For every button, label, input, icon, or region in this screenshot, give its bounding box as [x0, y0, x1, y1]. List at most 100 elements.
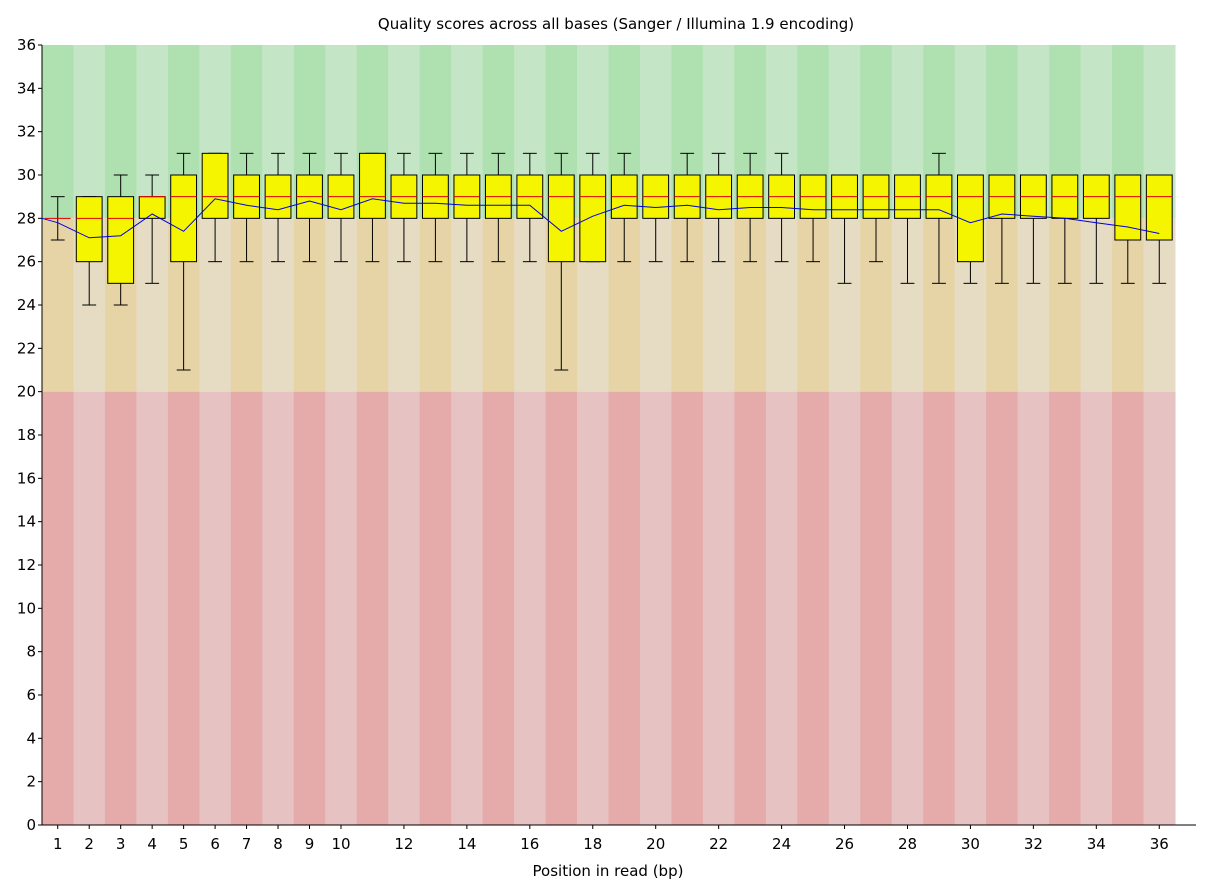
boxplot-position-8 [264, 152, 292, 263]
x-tick-label: 24 [772, 835, 791, 853]
iqr-box [107, 196, 135, 284]
x-tick-label: 28 [898, 835, 917, 853]
zone-poor-stripe [1080, 391, 1113, 825]
zone-poor-stripe [734, 391, 767, 825]
iqr-box [75, 196, 103, 263]
zone-poor-stripe [765, 391, 798, 825]
x-tick-label: 36 [1150, 835, 1169, 853]
x-tick-label: 10 [331, 835, 350, 853]
x-tick-label: 7 [242, 835, 252, 853]
boxplot-position-35 [1114, 174, 1142, 284]
y-tick-label: 2 [26, 773, 36, 791]
zone-poor-stripe [671, 391, 704, 825]
zone-poor-stripe [73, 391, 106, 825]
y-tick-label: 28 [17, 209, 36, 227]
iqr-box [579, 174, 607, 263]
zone-poor-stripe [1017, 391, 1050, 825]
x-tick-label: 3 [116, 835, 126, 853]
y-tick-label: 34 [17, 79, 36, 97]
zone-poor-stripe [136, 391, 169, 825]
x-tick-label: 12 [394, 835, 413, 853]
zone-good-stripe [42, 45, 74, 219]
y-tick-label: 8 [26, 643, 36, 661]
iqr-box [359, 152, 386, 219]
x-tick-label: 9 [305, 835, 315, 853]
boxplot-position-11 [359, 152, 386, 263]
y-tick-label: 32 [17, 123, 36, 141]
boxplot-position-3 [107, 174, 135, 306]
zone-poor-stripe [419, 391, 452, 825]
y-tick-label: 16 [17, 469, 36, 487]
boxplot-position-13 [421, 152, 449, 263]
boxplot-position-21 [673, 152, 701, 263]
boxplot-position-10 [327, 152, 355, 263]
chart-title: Quality scores across all bases (Sanger … [378, 15, 854, 33]
zone-poor-stripe [608, 391, 641, 825]
zone-poor-stripe [356, 391, 389, 825]
boxplot-position-7 [233, 152, 260, 263]
zone-poor-stripe [577, 391, 609, 825]
boxplot-position-31 [988, 174, 1016, 284]
zone-poor-stripe [1049, 391, 1082, 825]
zone-poor-stripe [451, 391, 484, 825]
y-tick-label: 36 [17, 36, 36, 54]
boxplot-position-9 [296, 152, 323, 263]
y-tick-label: 4 [26, 729, 36, 747]
zone-poor-stripe [545, 391, 578, 825]
x-tick-label: 6 [210, 835, 220, 853]
zone-good-stripe [73, 45, 106, 219]
boxplot-position-23 [736, 152, 764, 263]
boxplot-position-1 [44, 196, 71, 241]
boxplot-position-18 [579, 152, 607, 263]
boxplot-position-22 [705, 152, 733, 263]
x-tick-label: 16 [520, 835, 539, 853]
zone-poor-stripe [514, 391, 547, 825]
zone-poor-stripe [482, 391, 515, 825]
x-tick-label: 18 [583, 835, 602, 853]
boxplot-position-34 [1082, 174, 1110, 284]
x-tick-label: 26 [835, 835, 854, 853]
zone-poor-stripe [639, 391, 672, 825]
boxplot-position-14 [453, 152, 481, 263]
y-tick-label: 6 [26, 686, 36, 704]
mean-line [41, 198, 1160, 239]
boxplot-position-32 [1019, 174, 1047, 284]
zone-poor-stripe [262, 391, 295, 825]
y-tick-label: 12 [17, 556, 36, 574]
boxplot-position-29 [925, 152, 953, 284]
zone-poor-stripe [954, 391, 987, 825]
x-tick-label: 8 [273, 835, 283, 853]
y-tick-label: 30 [17, 166, 36, 184]
boxplot-position-2 [75, 196, 103, 306]
boxplot-position-26 [831, 174, 858, 284]
boxplot-position-4 [138, 174, 166, 284]
zone-poor-stripe [797, 391, 830, 825]
boxplot-position-15 [484, 152, 512, 263]
zone-poor-stripe [167, 391, 200, 825]
iqr-box [1145, 174, 1173, 241]
boxplot-position-5 [170, 152, 198, 371]
x-tick-label: 30 [961, 835, 980, 853]
y-tick-label: 24 [17, 296, 36, 314]
zone-poor-stripe [828, 391, 861, 825]
y-tick-label: 14 [17, 513, 36, 531]
y-tick-label: 26 [17, 253, 36, 271]
mean-line-group [41, 198, 1160, 239]
x-tick-label: 4 [147, 835, 157, 853]
boxplot-position-25 [799, 174, 827, 263]
zone-reasonable-stripe [42, 218, 74, 392]
zone-poor-stripe [325, 391, 358, 825]
zone-poor-stripe [923, 391, 956, 825]
zone-poor-stripe [230, 391, 263, 825]
y-tick-label: 20 [17, 383, 36, 401]
y-tick-label: 22 [17, 339, 36, 357]
zone-poor-stripe [702, 391, 735, 825]
zone-poor-stripe [293, 391, 326, 825]
x-tick-label: 34 [1087, 835, 1106, 853]
boxplot-position-19 [610, 152, 638, 263]
zone-poor-stripe [104, 391, 137, 825]
boxplot-position-12 [390, 152, 418, 263]
x-tick-label: 32 [1024, 835, 1043, 853]
